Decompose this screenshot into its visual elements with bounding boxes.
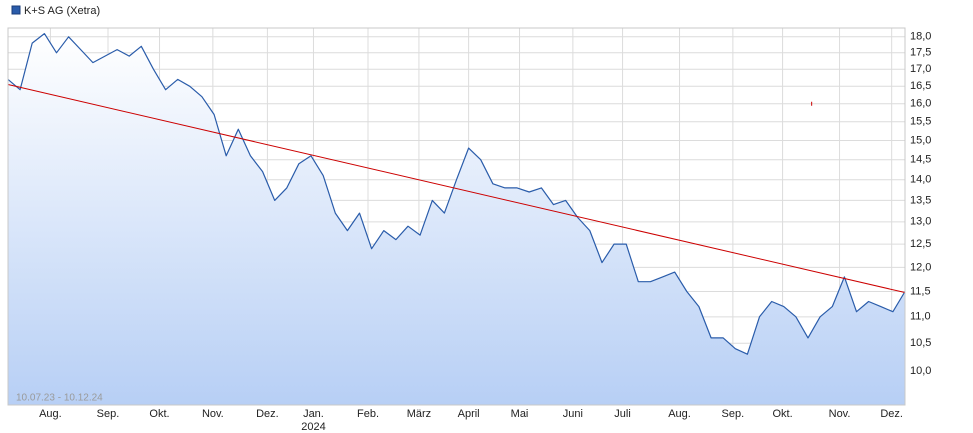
y-tick-label: 14,5 [910, 154, 931, 166]
x-tick-label: Okt. [149, 408, 169, 420]
y-tick-label: 14,0 [910, 174, 931, 186]
y-tick-label: 16,5 [910, 80, 931, 92]
x-tick-label: Dez. [256, 408, 279, 420]
y-tick-label: 17,5 [910, 47, 931, 59]
y-tick-label: 17,0 [910, 63, 931, 75]
y-tick-label: 10,0 [910, 365, 931, 377]
y-tick-label: 15,0 [910, 134, 931, 146]
price-line [7, 33, 906, 355]
x-tick-label: Jan. [303, 408, 324, 420]
y-tick-label: 12,0 [910, 261, 931, 273]
year-label: 2024 [301, 421, 325, 433]
x-tick-label: Juni [563, 408, 583, 420]
area [8, 33, 905, 405]
trend-line [7, 84, 906, 294]
x-tick-label: Juli [614, 408, 631, 420]
x-tick-label: April [458, 408, 480, 420]
y-tick-label: 16,0 [910, 98, 931, 110]
y-tick-label: 11,5 [910, 285, 931, 297]
x-tick-label: Aug. [668, 408, 691, 420]
y-tick-label: 12,5 [910, 238, 931, 250]
x-tick-label: Nov. [202, 408, 224, 420]
y-tick-label: 10,5 [910, 337, 931, 349]
x-tick-label: Sep. [722, 408, 745, 420]
x-tick-label: Aug. [39, 408, 62, 420]
x-tick-label: Dez. [880, 408, 903, 420]
legend-swatch [11, 5, 21, 15]
y-tick-label: 13,0 [910, 216, 931, 228]
x-tick-label: Sep. [97, 408, 120, 420]
range-label: 10.07.23 - 10.12.24 [16, 393, 103, 404]
y-tick-label: 18,0 [910, 31, 931, 43]
y-tick-label: 11,0 [910, 311, 931, 323]
legend-label: K+S AG (Xetra) [24, 5, 100, 17]
plot-border [7, 27, 906, 406]
x-tick-label: Feb. [357, 408, 379, 420]
x-tick-label: Nov. [829, 408, 851, 420]
x-tick-label: Mai [511, 408, 529, 420]
y-tick-label: 13,5 [910, 194, 931, 206]
y-tick-label: 15,5 [910, 116, 931, 128]
x-tick-label: Okt. [772, 408, 792, 420]
x-tick-label: März [407, 408, 431, 420]
